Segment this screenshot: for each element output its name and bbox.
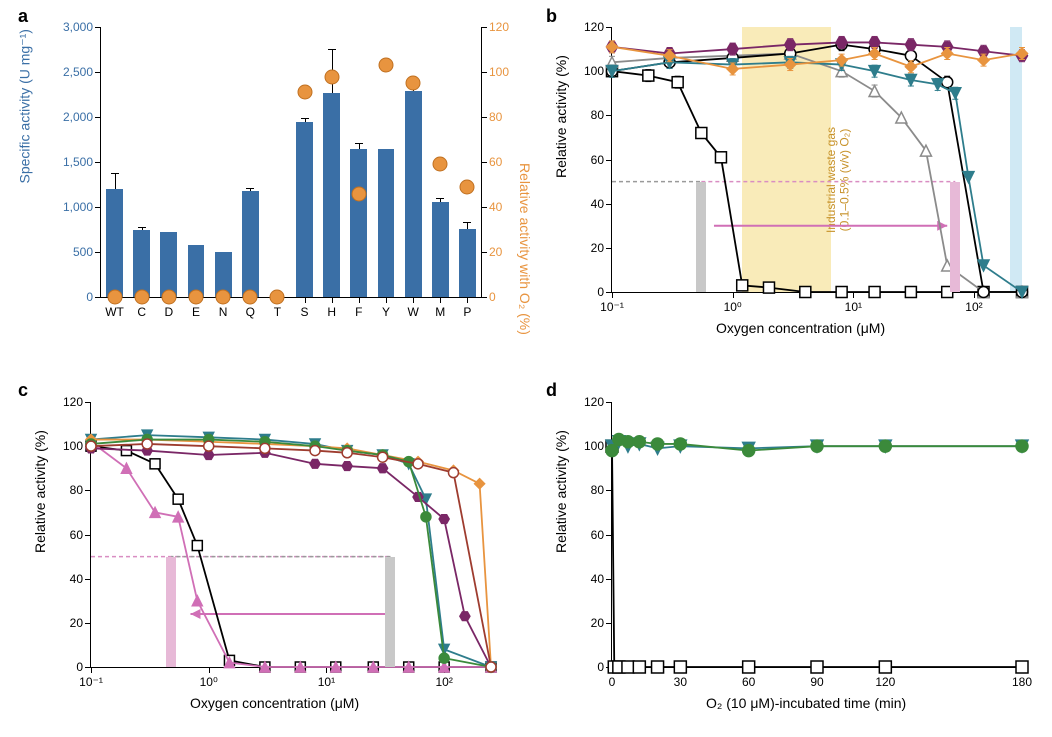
panel-d-plot: 0204060801001200306090120180: [611, 402, 1022, 668]
bar-D: [160, 232, 177, 297]
panel-a-ylabel-left: Specific activity (U mg⁻¹): [17, 164, 34, 184]
bar-P: [459, 229, 476, 297]
dot-D: [161, 290, 176, 305]
bar-Q: [242, 191, 259, 297]
panel-b: Relative activity (%) 02040608010012010⁻…: [556, 15, 1046, 355]
dot-H: [324, 69, 339, 84]
bar-W: [405, 91, 422, 297]
panel-b-ylabel: Relative activity (%): [553, 158, 569, 178]
panel-d-ylabel: Relative activity (%): [553, 533, 569, 553]
panel-d: Relative activity (%) 020406080100120030…: [556, 390, 1046, 730]
dot-S: [297, 85, 312, 100]
bar-C: [133, 230, 150, 298]
panel-c-xlabel: Oxygen concentration (μM): [190, 695, 359, 711]
panel-b-xlabel: Oxygen concentration (μM): [716, 320, 885, 336]
dot-P: [460, 179, 475, 194]
panel-c-ylabel: Relative activity (%): [32, 533, 48, 553]
bar-M: [432, 202, 449, 297]
dot-M: [433, 157, 448, 172]
panel-a: Specific activity (U mg⁻¹) Relative acti…: [25, 15, 530, 330]
panel-c: Relative activity (%) 02040608010012010⁻…: [25, 390, 530, 730]
dot-E: [189, 290, 204, 305]
bar-H: [323, 93, 340, 297]
dot-Y: [379, 58, 394, 73]
dot-WT: [107, 290, 122, 305]
dot-T: [270, 290, 285, 305]
dot-N: [216, 290, 231, 305]
panel-a-plot: 05001,0001,5002,0002,5003,00002040608010…: [100, 27, 482, 298]
dot-C: [134, 290, 149, 305]
bar-WT: [106, 189, 123, 297]
figure: a b c d Specific activity (U mg⁻¹) Relat…: [0, 0, 1052, 737]
bar-F: [350, 149, 367, 297]
panel-d-xlabel: O₂ (10 μM)-incubated time (min): [706, 695, 906, 711]
panel-b-plot: 02040608010012010⁻¹10⁰10¹10²Industrial w…: [611, 27, 1022, 293]
panel-a-ylabel-right: Relative activity with O₂ (%): [517, 163, 533, 183]
dot-W: [406, 76, 421, 91]
panel-c-plot: 02040608010012010⁻¹10⁰10¹10²: [90, 402, 491, 668]
dot-F: [351, 186, 366, 201]
dot-Q: [243, 290, 258, 305]
bar-S: [296, 122, 313, 298]
bar-Y: [378, 149, 395, 297]
